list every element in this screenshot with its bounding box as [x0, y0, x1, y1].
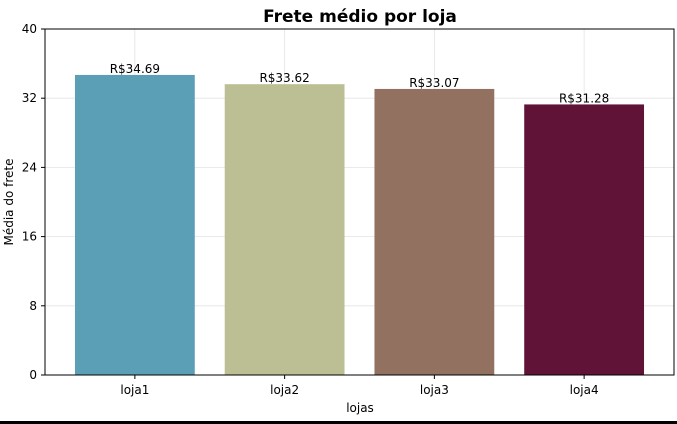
x-tick-label-loja2: loja2 — [270, 383, 299, 397]
bar-loja1 — [74, 74, 195, 375]
x-tick-label-loja1: loja1 — [120, 383, 149, 397]
chart-title: Frete médio por loja — [263, 7, 457, 27]
data-label-loja3: R$33.07 — [409, 76, 459, 90]
bar-loja3 — [374, 88, 495, 375]
data-label-loja2: R$33.62 — [259, 71, 309, 85]
y-tick-label: 32 — [22, 91, 37, 105]
plot-frame — [44, 28, 675, 376]
x-tick-label-loja4: loja4 — [570, 383, 599, 397]
x-tick-label-loja3: loja3 — [420, 383, 449, 397]
y-tick-label: 16 — [22, 230, 37, 244]
bars-layer — [74, 74, 645, 375]
x-axis-label: lojas — [346, 401, 374, 415]
bar-loja4 — [524, 104, 645, 375]
bar-loja2 — [224, 84, 345, 375]
bottom-rule — [0, 421, 677, 424]
x-axis: loja1 loja2 loja3 loja4 — [120, 375, 599, 397]
y-tick-label: 8 — [29, 299, 37, 313]
y-tick-label: 0 — [29, 368, 37, 382]
data-label-loja4: R$31.28 — [559, 91, 609, 105]
y-tick-label: 40 — [22, 22, 37, 36]
data-label-loja1: R$34.69 — [110, 62, 160, 76]
y-axis-label: Média do frete — [2, 159, 16, 246]
y-axis: 0 8 16 24 32 40 — [22, 22, 45, 382]
data-labels-layer: R$34.69 R$33.62 R$33.07 R$31.28 — [110, 62, 610, 105]
y-tick-label: 24 — [22, 160, 37, 174]
